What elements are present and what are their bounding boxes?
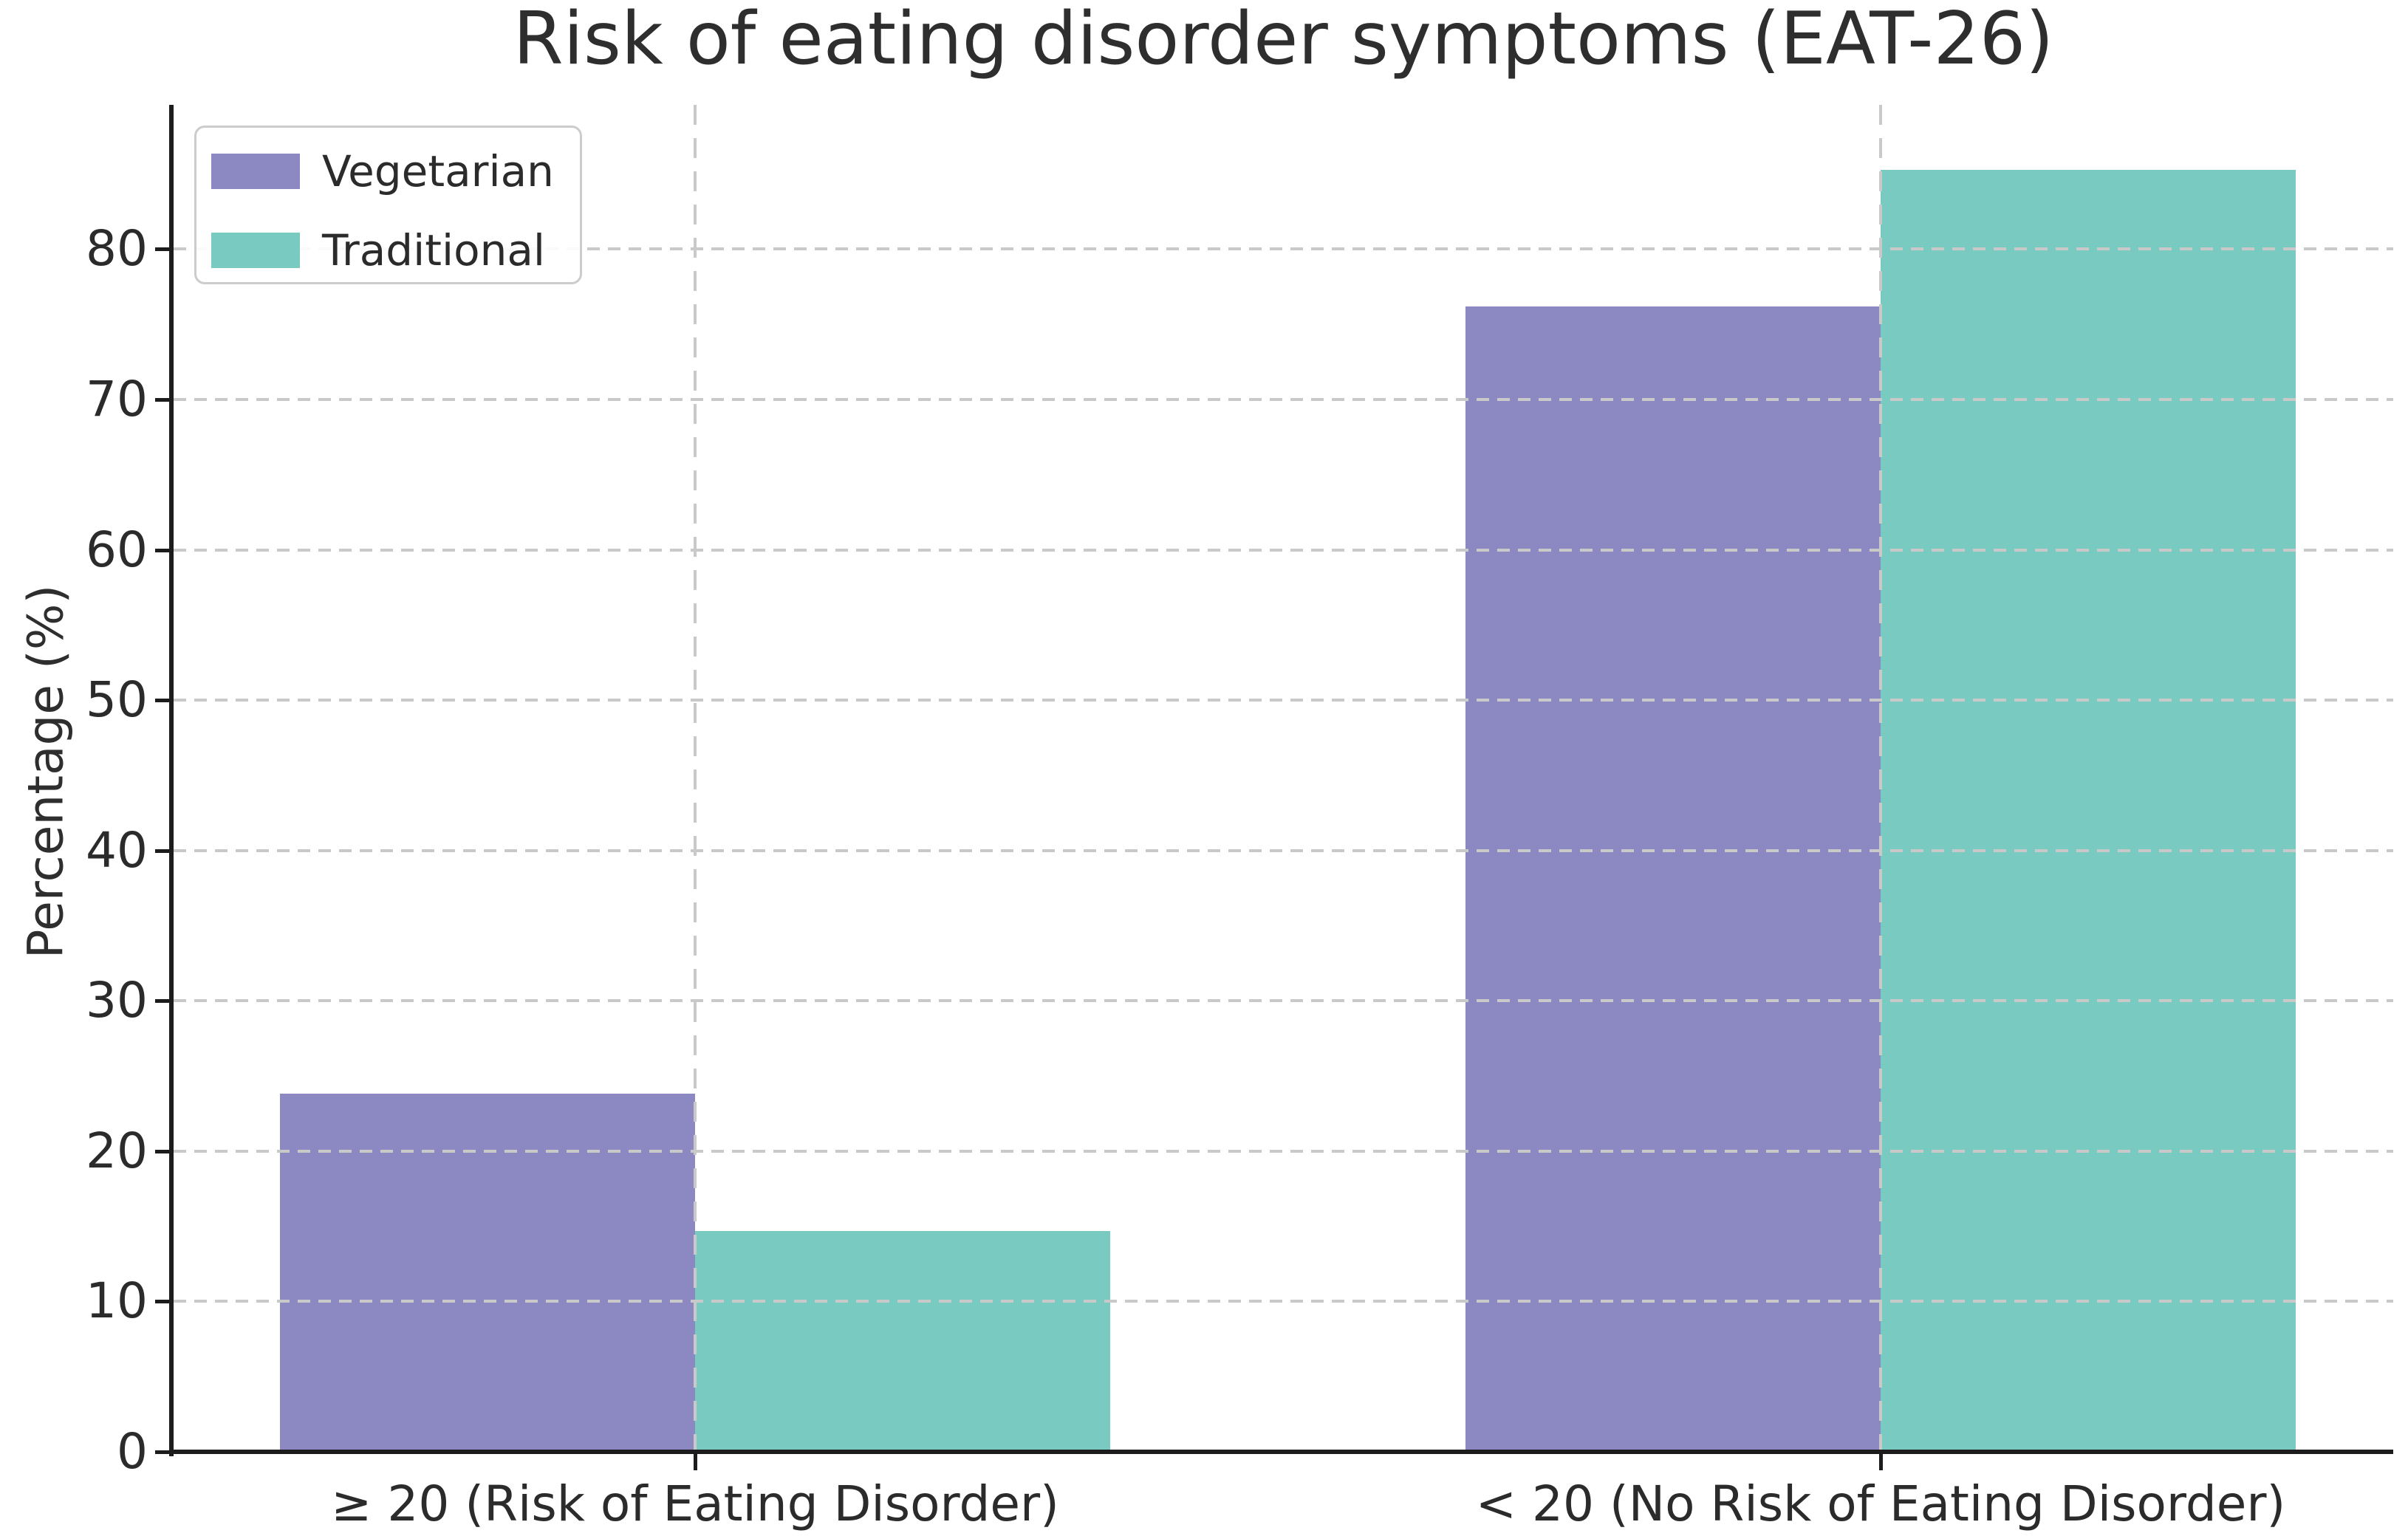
gridline-v-category-2 [1879,105,1882,1452]
x-axis-spine [169,1450,2393,1454]
y-tick-label-20: 20 [86,1122,148,1179]
y-tick-mark-30 [155,999,174,1004]
y-tick-label-80: 80 [86,220,148,278]
y-tick-label-70: 70 [86,371,148,428]
y-tick-label-10: 10 [86,1272,148,1330]
y-tick-mark-20 [155,1149,174,1153]
gridline-h-60 [174,548,2393,552]
y-tick-label-30: 30 [86,972,148,1029]
legend-label-traditional: Traditional [322,225,545,275]
legend-swatch-vegetarian [211,154,300,189]
y-tick-mark-50 [155,699,174,703]
legend-swatch-traditional [211,233,300,268]
plot-area [174,105,2393,1452]
x-tick-mark-category-2 [1879,1452,1883,1470]
y-tick-label-50: 50 [86,671,148,729]
gridline-h-20 [174,1149,2393,1153]
gridline-h-40 [174,848,2393,852]
gridline-h-10 [174,1300,2393,1303]
y-tick-label-60: 60 [86,521,148,578]
legend-label-vegetarian: Vegetarian [322,146,554,196]
chart-title: Risk of eating disorder symptoms (EAT-26… [513,0,2054,81]
x-tick-mark-category-1 [694,1452,697,1470]
y-axis-spine [169,105,174,1456]
gridline-h-50 [174,699,2393,702]
gridline-v-category-1 [694,105,697,1452]
y-tick-mark-0 [155,1450,174,1454]
y-tick-label-40: 40 [86,821,148,879]
y-tick-mark-60 [155,548,174,552]
y-tick-mark-40 [155,848,174,853]
y-tick-mark-10 [155,1300,174,1304]
y-tick-label-0: 0 [117,1423,148,1480]
y-tick-mark-70 [155,398,174,402]
bar-vegetarian-category-2 [1465,306,1881,1452]
gridline-h-70 [174,398,2393,401]
gridline-h-80 [174,247,2393,251]
x-tick-label-2: < 20 (No Risk of Eating Disorder) [1475,1475,2286,1532]
legend: Vegetarian Traditional [194,126,582,284]
y-tick-mark-80 [155,247,174,252]
y-axis-label: Percentage (%) [17,584,75,959]
gridline-h-30 [174,999,2393,1003]
bar-vegetarian-category-1 [280,1094,695,1452]
legend-item-traditional: Traditional [211,229,580,272]
bar-traditional-category-1 [695,1231,1110,1452]
legend-item-vegetarian: Vegetarian [211,150,580,193]
bar-traditional-category-2 [1881,170,2296,1452]
x-tick-label-1: ≥ 20 (Risk of Eating Disorder) [331,1475,1059,1532]
